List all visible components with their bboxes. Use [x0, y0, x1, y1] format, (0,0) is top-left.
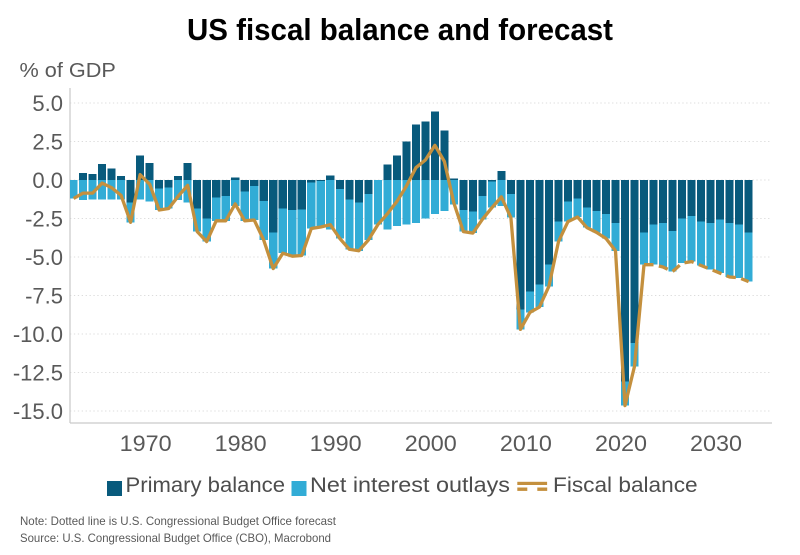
svg-text:2020: 2020: [595, 431, 647, 456]
svg-text:-7.5: -7.5: [25, 284, 63, 309]
svg-text:1990: 1990: [310, 431, 362, 456]
svg-text:5.0: 5.0: [32, 91, 63, 116]
svg-text:Source: U.S. Congressional Bud: Source: U.S. Congressional Budget Office…: [20, 531, 331, 545]
svg-text:2.5: 2.5: [32, 130, 63, 155]
svg-text:% of GDP: % of GDP: [20, 60, 116, 82]
svg-text:2030: 2030: [690, 431, 742, 456]
svg-text:0.0: 0.0: [32, 168, 63, 193]
svg-text:2010: 2010: [500, 431, 552, 456]
svg-text:-15.0: -15.0: [13, 399, 63, 424]
svg-text:US fiscal balance and forecast: US fiscal balance and forecast: [187, 12, 613, 47]
svg-text:Note: Dotted line is U.S. Cong: Note: Dotted line is U.S. Congressional …: [20, 514, 337, 528]
svg-text:-10.0: -10.0: [13, 322, 63, 347]
svg-text:1980: 1980: [215, 431, 267, 456]
svg-text:Net interest outlays: Net interest outlays: [310, 474, 510, 497]
svg-text:2000: 2000: [405, 431, 457, 456]
svg-text:-2.5: -2.5: [25, 207, 63, 232]
svg-text:Fiscal balance: Fiscal balance: [553, 474, 698, 497]
svg-text:-12.5: -12.5: [13, 361, 63, 386]
svg-text:1970: 1970: [120, 431, 172, 456]
svg-text:-5.0: -5.0: [25, 245, 63, 270]
svg-text:Primary balance: Primary balance: [126, 474, 286, 497]
